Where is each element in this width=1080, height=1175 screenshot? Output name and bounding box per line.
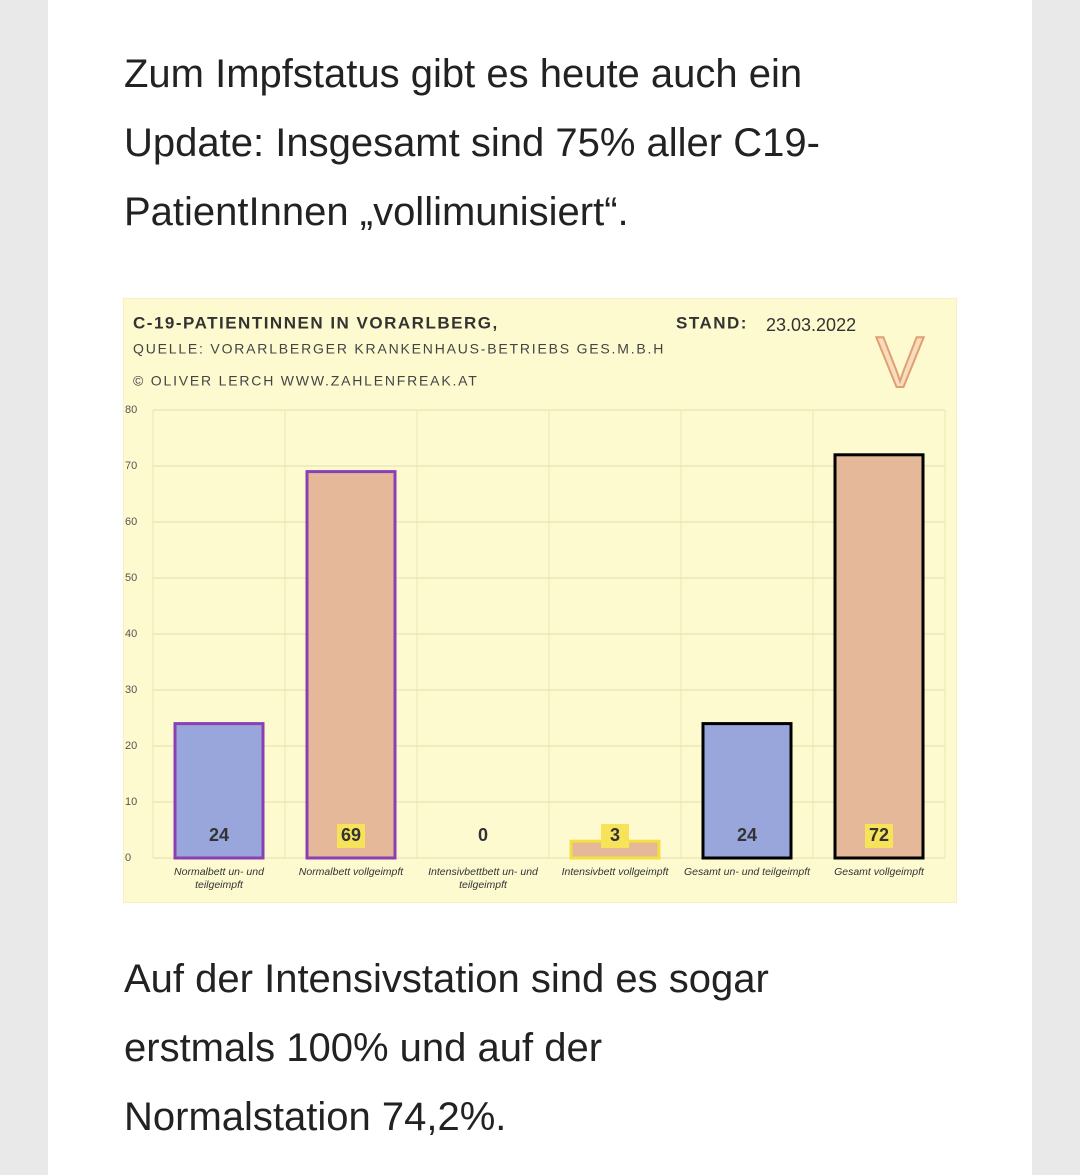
y-tick-label: 70 xyxy=(125,460,137,472)
y-tick-label: 30 xyxy=(125,684,137,696)
value-label: 24 xyxy=(737,825,757,845)
x-tick-label-box: Normalbett vollgeimpft xyxy=(298,866,404,878)
y-tick-label: 0 xyxy=(125,852,131,864)
bar xyxy=(305,470,397,860)
text-line: erstmals 100% und auf der xyxy=(124,1026,603,1070)
y-tick-label: 10 xyxy=(125,796,137,808)
x-tick-label: Normalbett un- und teilgeimpft xyxy=(174,866,264,891)
chart: C-19-PATIENTINNEN IN VORARLBERG, STAND: … xyxy=(123,298,957,903)
x-tick-label: Normalbett vollgeimpft xyxy=(298,866,404,878)
text-line: Update: Insgesamt sind 75% aller C19- xyxy=(124,121,820,165)
x-tick-label: Intensivbettbett un- und teilgeimpft xyxy=(428,866,538,891)
value-label: 24 xyxy=(209,825,229,845)
bar xyxy=(833,453,925,860)
x-tick-label-box: Gesamt vollgeimpft xyxy=(834,866,924,878)
x-tick-label-box: Normalbett un- und teilgeimpft xyxy=(174,866,264,891)
value-label-box xyxy=(337,824,365,848)
y-tick-label: 50 xyxy=(125,572,137,584)
x-tick-label-box: Intensivbett vollgeimpft xyxy=(561,866,669,878)
stand-label: STAND: xyxy=(676,313,748,332)
value-label: 0 xyxy=(478,825,488,845)
x-tick-label: Intensivbett vollgeimpft xyxy=(561,866,669,878)
y-tick-label: 20 xyxy=(125,740,137,752)
paragraph: Auf der Intensivstation sind es sogar er… xyxy=(124,945,769,1152)
text-line: Normalstation 74,2%. xyxy=(124,1095,507,1139)
chart-copyright: © OLIVER LERCH WWW.ZAHLENFREAK.AT xyxy=(133,373,479,389)
value-label: 72 xyxy=(869,825,889,845)
bar xyxy=(701,722,793,860)
x-tick-label-box: Intensivbettbett un- und teilgeimpft xyxy=(428,866,538,891)
logo: V xyxy=(876,323,924,403)
value-label-box xyxy=(601,824,629,848)
text-line: Auf der Intensivstation sind es sogar xyxy=(124,957,769,1001)
value-label: 3 xyxy=(610,825,620,845)
y-tick-label: 80 xyxy=(125,404,137,416)
y-tick-label: 60 xyxy=(125,516,137,528)
stand-date: 23.03.2022 xyxy=(766,315,856,335)
paragraph: Zum Impfstatus gibt es heute auch ein Up… xyxy=(124,40,820,247)
y-tick-label: 40 xyxy=(125,628,137,640)
x-tick-label-box: Gesamt un- und teilgeimpft xyxy=(683,866,811,878)
x-tick-label: Gesamt un- und teilgeimpft xyxy=(683,866,811,878)
x-tick-label: Gesamt vollgeimpft xyxy=(834,866,924,878)
chart-source: QUELLE: VORARLBERGER KRANKENHAUS-BETRIEB… xyxy=(133,341,665,357)
bar xyxy=(173,722,265,860)
chart-title: C-19-PATIENTINNEN IN VORARLBERG, xyxy=(133,313,499,332)
text-line: Zum Impfstatus gibt es heute auch ein xyxy=(124,52,803,96)
value-label: 69 xyxy=(341,825,361,845)
text-line: PatientInnen „vollimunisiert“. xyxy=(124,190,629,234)
value-label-box xyxy=(865,824,893,848)
